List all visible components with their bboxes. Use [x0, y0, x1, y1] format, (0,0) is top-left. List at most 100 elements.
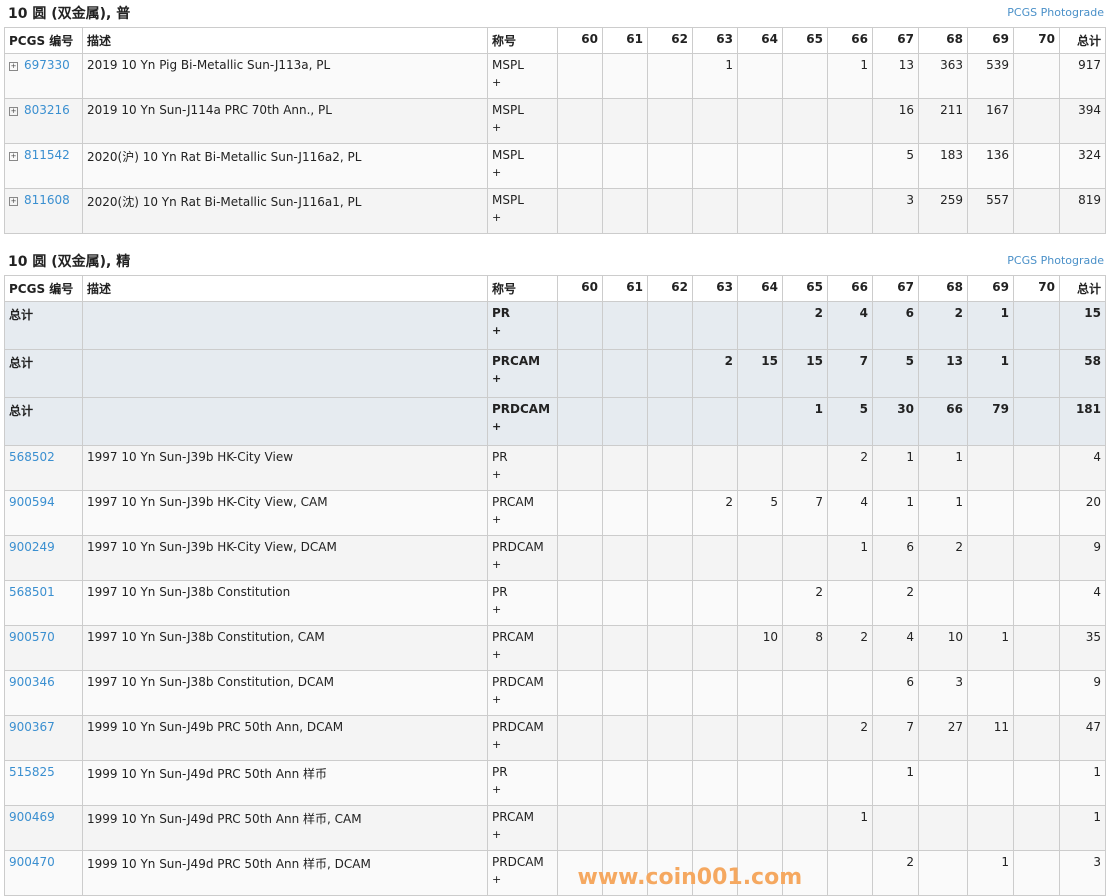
pcgs-number-link[interactable]: 900594	[9, 495, 55, 509]
designation: MSPL	[492, 148, 524, 162]
grade-count-cell	[557, 760, 603, 806]
grade-count-cell	[1013, 490, 1060, 536]
id-cell: 900249	[4, 535, 83, 581]
grade-count-cell	[737, 445, 783, 491]
pcgs-number-link[interactable]: 811542	[24, 148, 70, 162]
pcgs-number-link[interactable]: 811608	[24, 193, 70, 207]
col-header-grade: 69	[967, 27, 1014, 54]
desc-cell: 1997 10 Yn Sun-J39b HK-City View, DCAM	[82, 535, 488, 581]
grade-count-cell	[827, 850, 873, 896]
grade-count-cell	[692, 98, 738, 144]
expand-icon[interactable]: +	[9, 107, 18, 116]
grade-count-cell	[602, 760, 648, 806]
grade-count-cell	[557, 188, 603, 234]
grade-count-cell: 7	[872, 715, 919, 761]
grade-count-cell: 66	[918, 397, 968, 446]
table-row: +803216 2019 10 Yn Sun-J114a PRC 70th Ann…	[4, 98, 1106, 144]
grade-count-cell	[782, 535, 828, 581]
pcgs-number-link[interactable]: 568502	[9, 450, 55, 464]
col-header-total: 总计	[1059, 275, 1106, 302]
pcgs-number-link[interactable]: 900346	[9, 675, 55, 689]
designation: PRDCAM	[492, 402, 551, 416]
grade-count-cell	[782, 445, 828, 491]
grade-count-cell: 167	[967, 98, 1014, 144]
grade-count-cell	[557, 301, 603, 350]
pcgs-number-link[interactable]: 568501	[9, 585, 55, 599]
grade-count-cell	[967, 580, 1014, 626]
col-header-id: PCGS 编号	[4, 275, 83, 302]
grade-count-cell: 7	[782, 490, 828, 536]
id-cell: +811608	[4, 188, 83, 234]
id-cell: 568501	[4, 580, 83, 626]
grade-count-cell	[557, 625, 603, 671]
desc-cell: 2020(沈) 10 Yn Rat Bi-Metallic Sun-J116a1…	[82, 188, 488, 234]
id-cell: 总计	[4, 397, 83, 446]
grade-count-cell: 27	[918, 715, 968, 761]
expand-icon[interactable]: +	[9, 197, 18, 206]
pcgs-number-link[interactable]: 900470	[9, 855, 55, 869]
pcgs-number-link[interactable]: 900367	[9, 720, 55, 734]
col-header-designation: 称号	[487, 275, 558, 302]
grade-count-cell: 10	[918, 625, 968, 671]
designation: MSPL	[492, 193, 524, 207]
pcgs-number-link[interactable]: 900469	[9, 810, 55, 824]
col-header-total: 总计	[1059, 27, 1106, 54]
pcgs-number-link[interactable]: 803216	[24, 103, 70, 117]
pcgs-number-link[interactable]: 900570	[9, 630, 55, 644]
grade-count-cell: 6	[872, 535, 919, 581]
plus-grade: +	[492, 558, 502, 571]
total-cell: 9	[1059, 535, 1106, 581]
grade-count-cell	[557, 580, 603, 626]
grade-count-cell	[557, 98, 603, 144]
grade-count-cell	[967, 805, 1014, 851]
grade-count-cell	[692, 670, 738, 716]
grade-count-cell: 2	[872, 580, 919, 626]
grade-count-cell: 15	[737, 349, 783, 398]
expand-icon[interactable]: +	[9, 62, 18, 71]
desc-cell: 1997 10 Yn Sun-J39b HK-City View, CAM	[82, 490, 488, 536]
grade-count-cell: 1	[967, 301, 1014, 350]
grade-count-cell	[647, 349, 693, 398]
grade-count-cell	[737, 98, 783, 144]
desc-cell	[82, 349, 488, 398]
total-label: 总计	[9, 356, 34, 370]
designation: PR	[492, 450, 508, 464]
grade-count-cell: 363	[918, 53, 968, 99]
id-cell: 900570	[4, 625, 83, 671]
desc-cell	[82, 301, 488, 350]
plus-grade: +	[492, 738, 502, 751]
grade-count-cell	[602, 580, 648, 626]
grade-count-cell	[782, 760, 828, 806]
total-cell: 394	[1059, 98, 1106, 144]
grade-count-cell	[602, 301, 648, 350]
grade-count-cell	[692, 580, 738, 626]
grade-count-cell	[647, 805, 693, 851]
designation-cell: MSPL +	[487, 143, 558, 189]
grade-count-cell	[1013, 715, 1060, 761]
expand-icon[interactable]: +	[9, 152, 18, 161]
grade-count-cell	[918, 580, 968, 626]
section-title: 10 圆 (双金属), 普	[8, 6, 131, 22]
pcgs-number-link[interactable]: 515825	[9, 765, 55, 779]
grade-count-cell	[1013, 535, 1060, 581]
grade-count-cell	[557, 349, 603, 398]
grade-count-cell: 3	[918, 670, 968, 716]
grade-count-cell: 259	[918, 188, 968, 234]
photograde-link[interactable]: PCGS Photograde	[1007, 254, 1104, 267]
grade-count-cell	[737, 53, 783, 99]
grade-count-cell	[737, 188, 783, 234]
plus-grade: +	[492, 121, 502, 134]
designation-cell: PRDCAM +	[487, 850, 558, 896]
pcgs-number-link[interactable]: 697330	[24, 58, 70, 72]
grade-count-cell	[692, 715, 738, 761]
pcgs-number-link[interactable]: 900249	[9, 540, 55, 554]
id-cell: 515825	[4, 760, 83, 806]
grade-count-cell: 16	[872, 98, 919, 144]
designation-cell: PRDCAM +	[487, 715, 558, 761]
plus-grade: +	[492, 513, 502, 526]
grade-count-cell	[967, 490, 1014, 536]
photograde-link[interactable]: PCGS Photograde	[1007, 6, 1104, 19]
plus-grade: +	[492, 211, 502, 224]
col-header-grade: 68	[918, 27, 968, 54]
grade-count-cell	[602, 98, 648, 144]
